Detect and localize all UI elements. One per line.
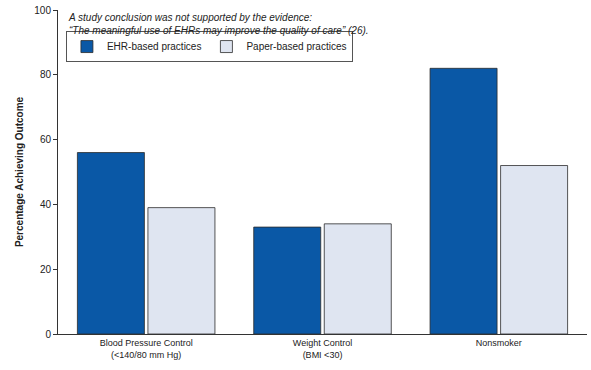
svg-text:100: 100 [34, 5, 51, 16]
svg-text:Percentage Achieving Outcome: Percentage Achieving Outcome [14, 96, 25, 247]
svg-text:80: 80 [40, 69, 52, 80]
svg-text:0: 0 [45, 329, 51, 340]
svg-text:A study conclusion was not sup: A study conclusion was not supported by … [68, 12, 369, 36]
svg-text:20: 20 [40, 264, 52, 275]
svg-text:Nonsmoker: Nonsmoker [476, 338, 522, 348]
svg-text:40: 40 [40, 199, 52, 210]
svg-text:Blood Pressure Control(<140/80: Blood Pressure Control(<140/80 mm Hg) [100, 338, 193, 360]
svg-text:Paper-based practices: Paper-based practices [246, 41, 346, 52]
svg-text:60: 60 [40, 134, 52, 145]
svg-text:Weight Control(BMI <30): Weight Control(BMI <30) [293, 338, 352, 360]
svg-text:EHR-based practices: EHR-based practices [107, 41, 201, 52]
